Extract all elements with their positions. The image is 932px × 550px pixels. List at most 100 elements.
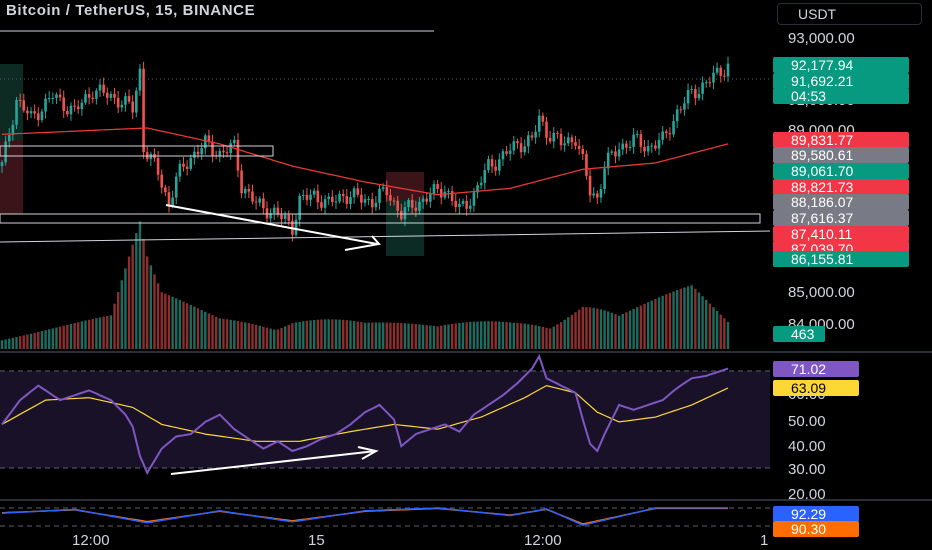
volume-bar (458, 322, 461, 349)
candle-body (410, 199, 414, 208)
candle-body (4, 141, 7, 163)
volume-bar (153, 274, 156, 349)
volume-bar (0, 340, 4, 349)
volume-bar (719, 314, 722, 349)
candle-body (581, 148, 585, 155)
support-box[interactable] (0, 213, 761, 224)
candle-body (116, 97, 120, 108)
candle-body (127, 96, 131, 102)
candle-body (334, 201, 338, 203)
price-axis-label: 85,000.00 (788, 284, 855, 301)
volume-bar (483, 321, 486, 349)
candle-body (15, 99, 18, 125)
candle-body (566, 137, 570, 144)
candle-body (425, 198, 429, 202)
volume-bar (294, 322, 298, 349)
rsi-axis-label: 20.00 (788, 486, 826, 503)
volume-bar (102, 316, 105, 349)
candle-body (164, 187, 167, 193)
resistance-box[interactable] (0, 145, 274, 157)
volume-bar (639, 305, 643, 349)
candle-body (138, 68, 142, 91)
volume-bar (327, 319, 330, 349)
candle-body (7, 135, 11, 142)
drawing-layer-front (0, 30, 932, 527)
candle-body (654, 145, 657, 149)
candle-body (196, 151, 200, 155)
candle-body (222, 150, 225, 153)
volume-bar (240, 321, 243, 349)
rsi-divergence-arrow[interactable] (170, 446, 379, 475)
candle-body (26, 110, 29, 114)
volume-bar (421, 324, 425, 349)
candle-body (487, 159, 490, 171)
candle-body (352, 188, 356, 198)
candle-body (40, 111, 44, 121)
volume-bar (690, 285, 693, 349)
candle-body (635, 134, 639, 136)
volume-bar (374, 322, 378, 349)
volume-bar (603, 310, 606, 349)
volume-bar (479, 321, 483, 349)
volume-bar (461, 322, 465, 349)
candle-body (530, 135, 534, 138)
candle-body (664, 131, 668, 134)
candle-body (723, 75, 726, 77)
volume-bar (305, 320, 309, 349)
volume-bar (523, 323, 526, 349)
time-axis-label: 15 (308, 532, 325, 549)
candle-body (603, 168, 606, 190)
candle-body (574, 142, 577, 146)
candle-body (113, 93, 116, 98)
volume-bar (207, 313, 211, 349)
candle-body (628, 146, 632, 148)
currency-button[interactable]: USDT (777, 3, 922, 25)
volume-bar (505, 322, 508, 349)
volume-bar (548, 328, 552, 349)
volume-bar (73, 323, 76, 349)
volume-bar (236, 321, 240, 349)
candle-body (414, 207, 418, 211)
candle-body (701, 82, 704, 94)
volume-bar (385, 322, 388, 349)
volume-bar (672, 291, 675, 349)
volume-bar (124, 268, 127, 349)
volume-bar (18, 336, 22, 349)
volume-bar (356, 321, 359, 349)
candle-body (585, 154, 588, 176)
price-tag: 88,186.07 (773, 194, 909, 210)
candle-body (280, 214, 283, 219)
divergence-arrow-price[interactable] (165, 204, 378, 245)
volume-bar (352, 320, 356, 349)
candle-body (211, 141, 214, 156)
volume-bar (33, 332, 36, 349)
volume-bar (338, 319, 341, 349)
candle-body (378, 188, 381, 203)
volume-bar (501, 321, 505, 349)
volume-bar (723, 318, 726, 349)
volume-bar (432, 325, 436, 349)
volume-bar (280, 327, 283, 349)
candle-body (356, 188, 360, 195)
candle-body (309, 194, 312, 200)
candle-body (58, 94, 62, 98)
volume-bar (570, 314, 574, 349)
candle-body (643, 146, 646, 152)
volume-bar (331, 319, 334, 349)
candle-body (203, 135, 207, 149)
trendline-bottom[interactable] (0, 230, 771, 243)
volume-bar (15, 337, 18, 349)
symbol-title[interactable]: Bitcoin / TetherUS, 15, BINANCE (6, 2, 256, 19)
volume-bar (574, 312, 577, 349)
price-tag: 87,410.11 (773, 226, 909, 242)
candle-body (712, 72, 715, 83)
candle-body (142, 68, 145, 153)
candle-body (479, 182, 483, 186)
candle-body (363, 199, 367, 203)
volume-bar (167, 295, 171, 349)
volume-tag: 463 (773, 326, 825, 342)
volume-layer (0, 221, 730, 349)
candle-body (66, 110, 69, 115)
volume-bar (200, 309, 203, 349)
